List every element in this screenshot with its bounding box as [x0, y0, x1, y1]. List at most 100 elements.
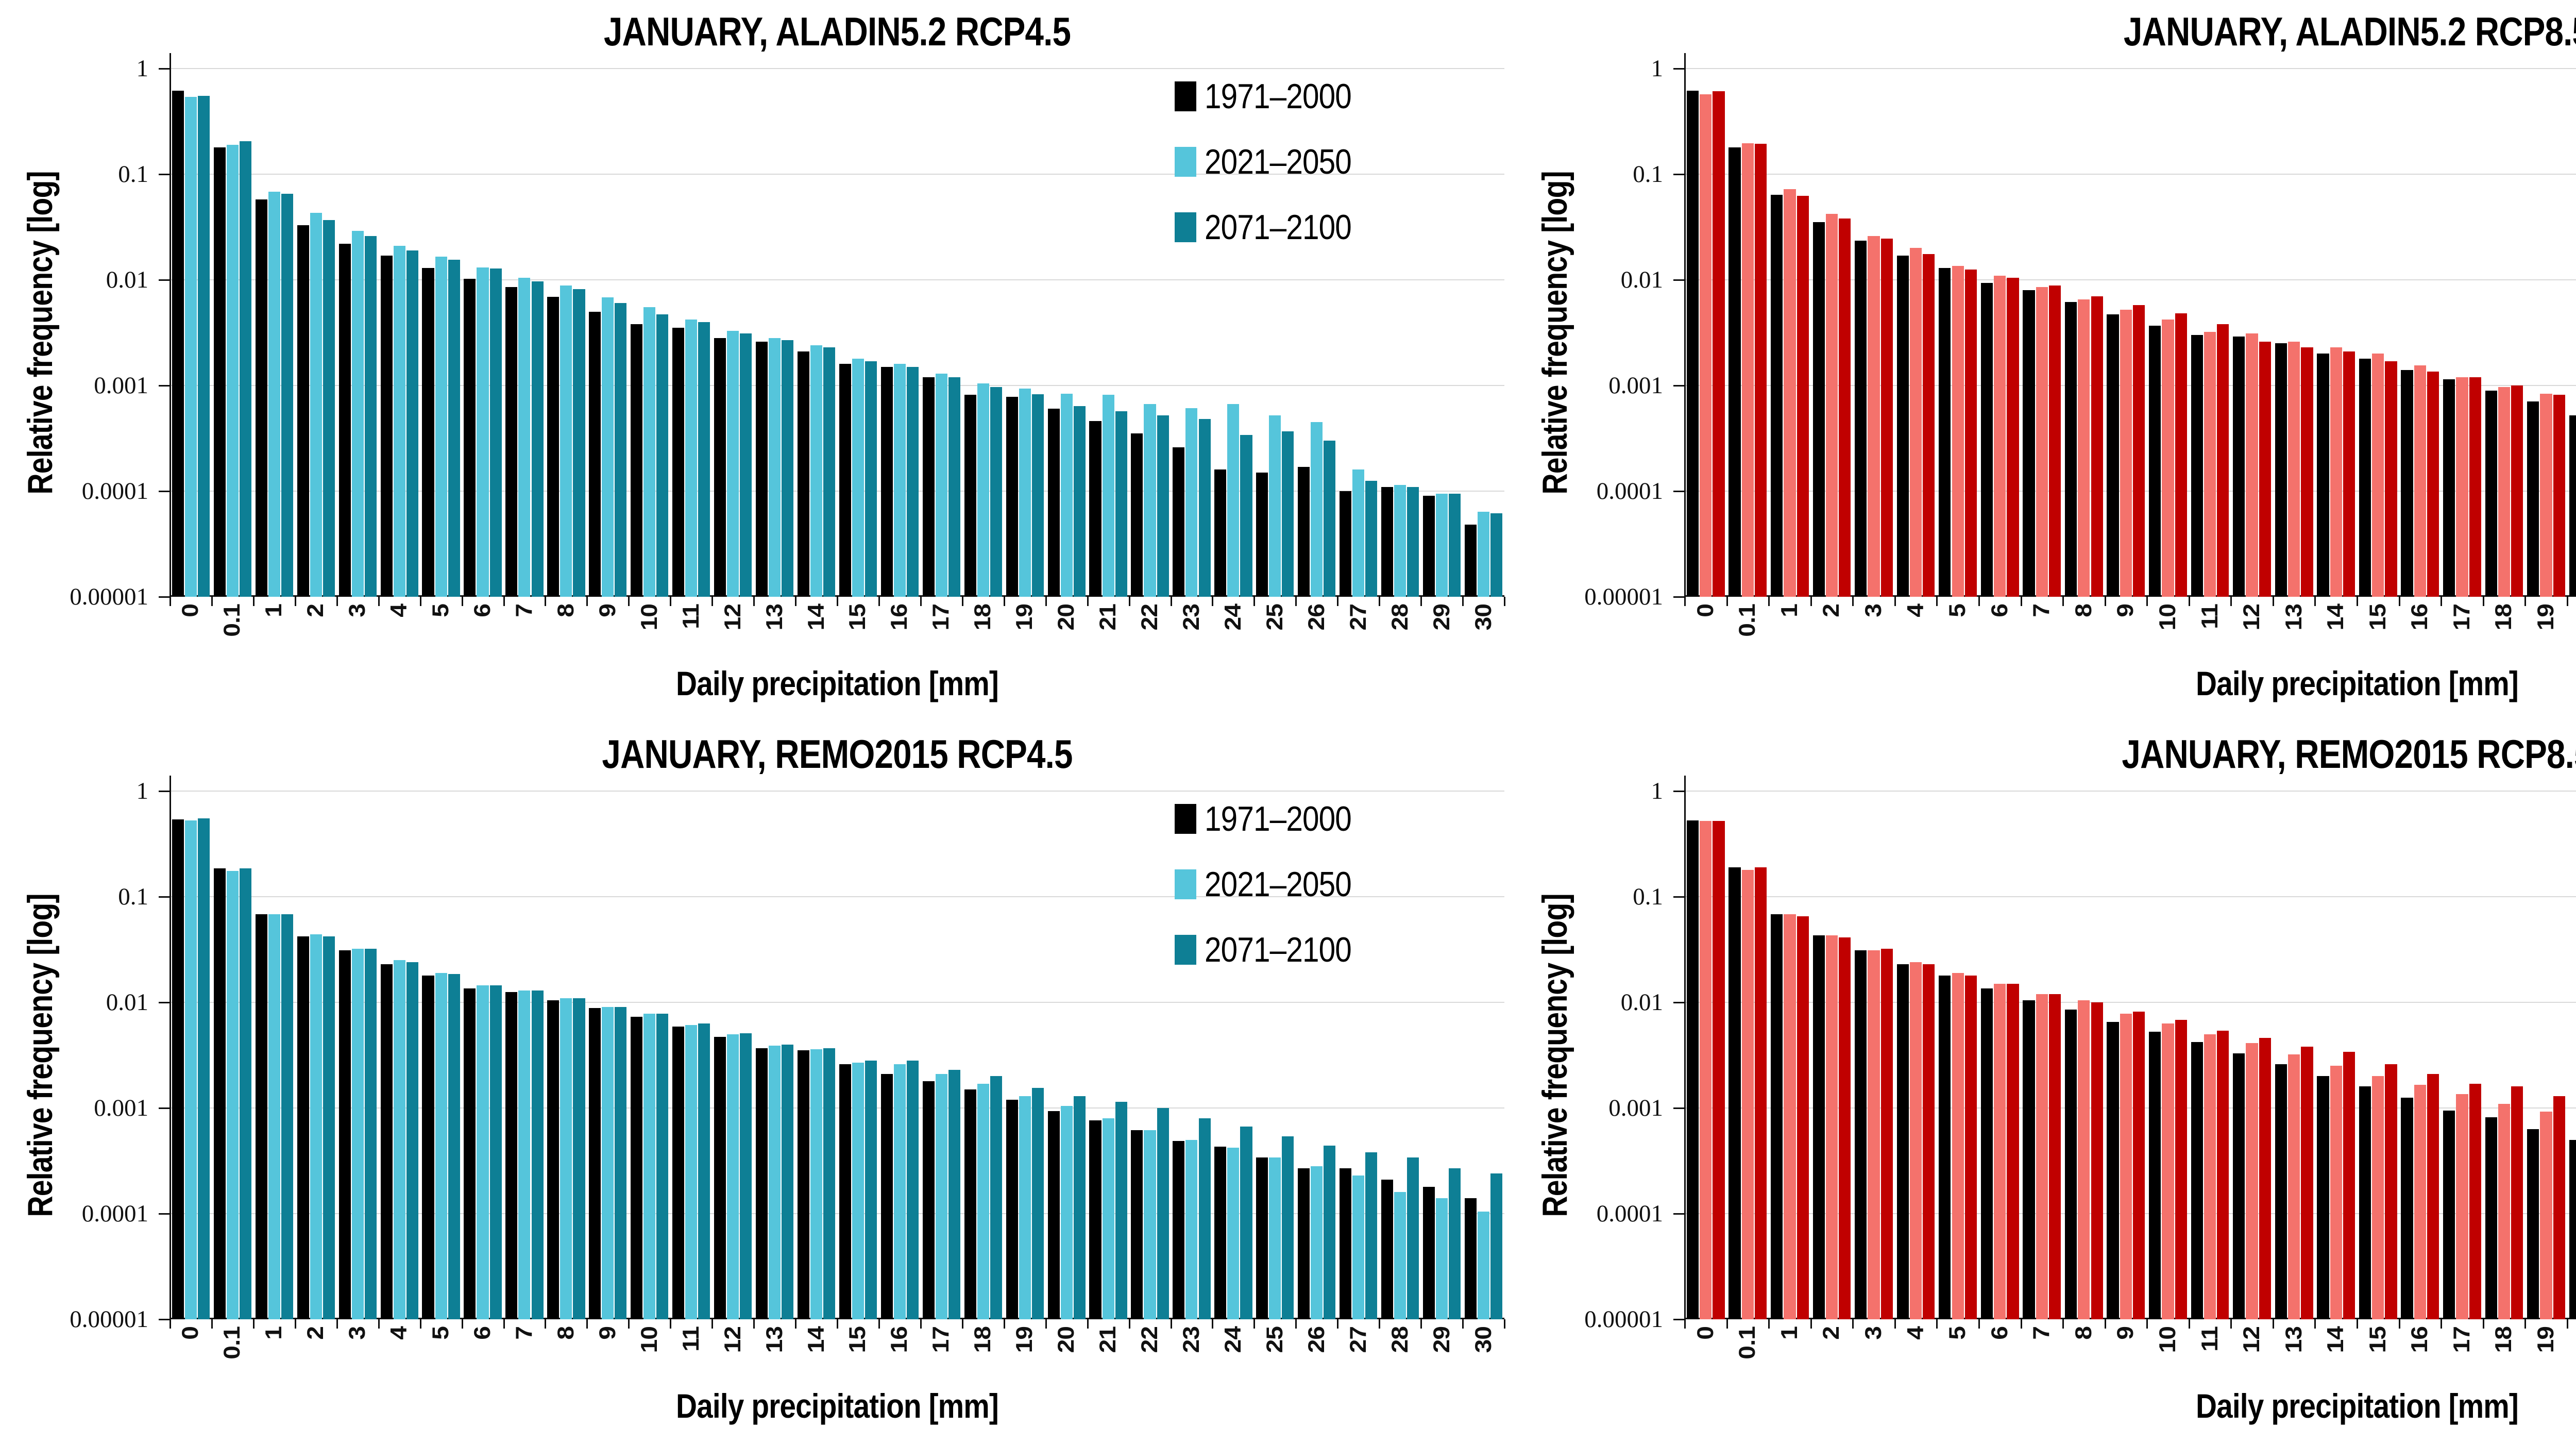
bar-2071-2100: [2469, 1083, 2481, 1319]
y-tick-label: 0.1: [1633, 161, 1663, 188]
x-axis-tick: [961, 597, 963, 606]
bar-2021-2050: [560, 998, 572, 1319]
bar-1971-2000: [797, 351, 809, 597]
x-axis-tick: [1684, 597, 1686, 606]
bar-1971-2000: [1980, 282, 1993, 597]
bar-2021-2050: [602, 1007, 614, 1319]
gridline: [1685, 1002, 2576, 1003]
bar-2021-2050: [1352, 1175, 1365, 1319]
x-tick-label: 15: [2365, 1327, 2391, 1353]
bar-2021-2050: [1060, 393, 1073, 597]
bar-1971-2000: [255, 914, 267, 1319]
x-axis-tick: [211, 597, 213, 606]
gridline: [170, 385, 1504, 386]
bar-2071-2100: [198, 96, 210, 597]
y-axis-tick: [159, 791, 170, 792]
x-tick-label: 13: [2281, 1327, 2307, 1353]
bar-1971-2000: [380, 255, 393, 597]
x-axis-tick: [461, 597, 463, 606]
bar-2071-2100: [2427, 372, 2439, 597]
bar-1971-2000: [2359, 1086, 2371, 1319]
x-axis-tick: [1295, 597, 1297, 606]
bar-2071-2100: [1880, 949, 1893, 1319]
bar-2021-2050: [1436, 1198, 1448, 1319]
bar-2021-2050: [2498, 1103, 2511, 1319]
bar-1971-2000: [2149, 1031, 2161, 1319]
bar-1971-2000: [2569, 1139, 2576, 1319]
bar-2021-2050: [1144, 1130, 1156, 1319]
bar-2071-2100: [448, 974, 460, 1319]
bar-1971-2000: [1214, 1147, 1227, 1319]
bar-1971-2000: [2485, 391, 2497, 597]
bar-2071-2100: [1115, 1101, 1127, 1319]
bar-1971-2000: [2317, 1076, 2329, 1319]
plot-area: [170, 791, 1504, 1319]
x-axis-tick: [711, 597, 714, 606]
bar-1971-2000: [672, 1026, 685, 1319]
bar-2071-2100: [1755, 867, 1767, 1319]
bar-2021-2050: [1825, 935, 1838, 1319]
bar-2021-2050: [310, 934, 322, 1319]
x-axis-tick: [1894, 1319, 1896, 1329]
bar-2071-2100: [1240, 1126, 1252, 1319]
bar-2021-2050: [2540, 1112, 2552, 1319]
legend-swatch: [1175, 804, 1196, 834]
bar-2021-2050: [810, 345, 823, 597]
x-axis-line: [170, 1318, 1504, 1319]
x-axis-tick: [586, 597, 588, 606]
bar-2021-2050: [560, 286, 572, 597]
bar-2071-2100: [2553, 394, 2565, 597]
bar-2021-2050: [977, 383, 989, 597]
x-axis-tick: [211, 1319, 213, 1329]
bar-1971-2000: [1256, 1157, 1268, 1319]
bar-1971-2000: [964, 394, 976, 597]
y-axis-line: [1684, 53, 1686, 597]
x-axis-tick: [711, 1319, 714, 1329]
bar-1971-2000: [1173, 1140, 1185, 1319]
bar-2021-2050: [2330, 347, 2342, 597]
bar-2071-2100: [865, 361, 877, 597]
x-axis-tick: [1003, 597, 1005, 606]
bar-1971-2000: [2233, 337, 2245, 597]
bar-1971-2000: [1464, 1198, 1477, 1319]
bar-2021-2050: [2288, 1054, 2300, 1319]
bar-2021-2050: [2414, 1085, 2426, 1319]
plot-area: [1685, 68, 2576, 597]
bar-2021-2050: [2330, 1066, 2342, 1319]
x-axis-tick: [2230, 597, 2232, 606]
bar-2021-2050: [1185, 1139, 1198, 1319]
bar-2071-2100: [2007, 983, 2019, 1319]
bar-2071-2100: [1198, 419, 1211, 597]
x-axis-tick: [1003, 1319, 1005, 1329]
bar-1971-2000: [297, 225, 309, 597]
x-tick-label: 9: [2113, 1327, 2139, 1340]
bar-1971-2000: [1812, 222, 1825, 597]
bar-2071-2100: [2385, 1064, 2397, 1319]
bar-2071-2100: [823, 347, 836, 597]
x-tick-label: 18: [2491, 1327, 2517, 1353]
bar-2021-2050: [393, 245, 405, 597]
y-axis-tick: [1673, 279, 1685, 281]
x-tick-label: 10: [2155, 1327, 2180, 1353]
bar-2071-2100: [239, 141, 252, 597]
bar-1971-2000: [2233, 1053, 2245, 1319]
bar-1971-2000: [589, 1008, 601, 1319]
x-axis-tick: [2482, 597, 2484, 606]
bar-1971-2000: [505, 287, 518, 597]
x-axis-tick: [2272, 597, 2274, 606]
x-axis-tick: [837, 1319, 838, 1329]
x-axis-tick: [252, 597, 255, 606]
bar-2021-2050: [769, 1045, 781, 1319]
bar-2021-2050: [1952, 972, 1964, 1319]
bar-2021-2050: [1185, 408, 1198, 597]
y-tick-label: 0.01: [1620, 266, 1663, 293]
bar-2071-2100: [2343, 1052, 2355, 1319]
gridline: [170, 791, 1504, 792]
bar-1971-2000: [631, 1017, 643, 1319]
x-axis-tick: [1128, 1319, 1130, 1329]
x-tick-label: 0.1: [1735, 1327, 1760, 1359]
bar-1971-2000: [755, 1048, 768, 1319]
